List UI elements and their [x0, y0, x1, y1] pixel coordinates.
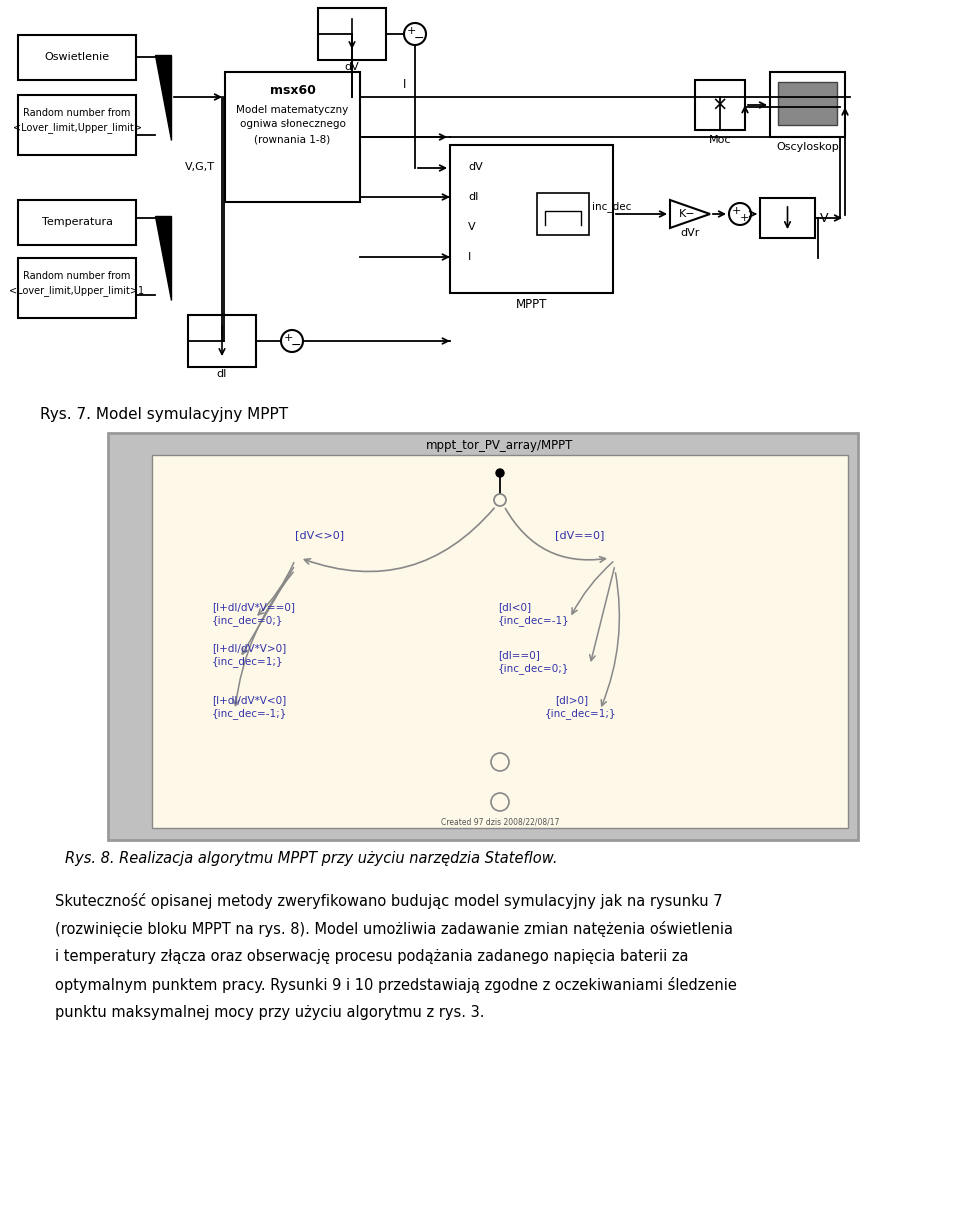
Bar — [18, 35, 136, 80]
Polygon shape — [670, 200, 710, 227]
Text: I: I — [403, 79, 407, 92]
Text: dI: dI — [217, 369, 228, 379]
Bar — [18, 258, 136, 318]
Text: [dV==0]: [dV==0] — [555, 530, 605, 540]
Bar — [18, 200, 136, 244]
Text: <Lover_limit,Upper_limit>: <Lover_limit,Upper_limit> — [12, 122, 141, 133]
Circle shape — [281, 330, 303, 352]
Text: [dI>0]: [dI>0] — [555, 695, 588, 705]
Text: [dI==0]: [dI==0] — [498, 650, 540, 659]
Bar — [695, 80, 745, 129]
Bar — [760, 198, 815, 238]
Text: Rys. 8. Realizacja algorytmu MPPT przy użyciu narzędzia Stateflow.: Rys. 8. Realizacja algorytmu MPPT przy u… — [65, 851, 558, 865]
Text: Rys. 7. Model symulacyjny MPPT: Rys. 7. Model symulacyjny MPPT — [40, 408, 288, 422]
Circle shape — [491, 753, 509, 771]
Text: [I+dI/dV*V<0]: [I+dI/dV*V<0] — [212, 695, 286, 705]
Circle shape — [496, 469, 504, 477]
Text: +: + — [739, 213, 749, 223]
Text: −: − — [414, 31, 424, 45]
Text: i temperatury złącza oraz obserwację procesu podążania zadanego napięcia baterii: i temperatury złącza oraz obserwację pro… — [55, 949, 688, 964]
Text: Model matematyczny: Model matematyczny — [236, 105, 348, 115]
Text: [dI<0]: [dI<0] — [498, 603, 531, 612]
Text: {inc_dec=1;}: {inc_dec=1;} — [212, 657, 283, 668]
Text: <Lover_limit,Upper_limit>1: <Lover_limit,Upper_limit>1 — [10, 286, 145, 296]
Bar — [537, 194, 589, 235]
Text: +: + — [406, 25, 416, 36]
Text: +: + — [732, 206, 741, 217]
Text: +: + — [283, 333, 293, 342]
Polygon shape — [155, 54, 171, 140]
Text: mppt_tor_PV_array/MPPT: mppt_tor_PV_array/MPPT — [426, 438, 574, 451]
Text: Oswietlenie: Oswietlenie — [44, 52, 109, 62]
Text: Moc: Moc — [708, 136, 732, 145]
Text: dVr: dVr — [681, 227, 700, 238]
Text: dV: dV — [468, 162, 483, 172]
Text: punktu maksymalnej mocy przy użyciu algorytmu z rys. 3.: punktu maksymalnej mocy przy użyciu algo… — [55, 1006, 485, 1020]
Text: K−: K− — [679, 209, 695, 219]
Bar — [770, 73, 845, 137]
Text: (rozwinięcie bloku MPPT na rys. 8). Model umożliwia zadawanie zmian natężenia oś: (rozwinięcie bloku MPPT na rys. 8). Mode… — [55, 921, 733, 937]
Text: inc_dec: inc_dec — [592, 202, 632, 213]
Text: MPPT: MPPT — [516, 299, 547, 311]
Circle shape — [404, 23, 426, 45]
Circle shape — [729, 203, 751, 225]
Text: Random number from: Random number from — [23, 108, 131, 119]
Text: V: V — [468, 221, 475, 232]
Bar — [108, 433, 858, 840]
Bar — [225, 73, 360, 202]
Text: {inc_dec=0;}: {inc_dec=0;} — [498, 663, 569, 674]
Text: [I+dI/dV*V==0]: [I+dI/dV*V==0] — [212, 603, 295, 612]
Text: V,G,T: V,G,T — [185, 162, 215, 172]
Text: {inc_dec=-1;}: {inc_dec=-1;} — [212, 709, 287, 720]
Text: [dV<>0]: [dV<>0] — [295, 530, 344, 540]
Bar — [450, 145, 613, 293]
Text: optymalnym punktem pracy. Rysunki 9 i 10 przedstawiają zgodne z oczekiwaniami śl: optymalnym punktem pracy. Rysunki 9 i 10… — [55, 976, 737, 993]
Text: ogniwa słonecznego: ogniwa słonecznego — [240, 119, 346, 129]
Text: ×: × — [711, 96, 729, 115]
Text: [I+dI/dV*V>0]: [I+dI/dV*V>0] — [212, 643, 286, 653]
Bar — [318, 8, 386, 60]
Text: V: V — [820, 212, 828, 225]
Text: −: − — [291, 339, 301, 351]
Text: Skuteczność opisanej metody zweryfikowano budując model symulacyjny jak na rysun: Skuteczność opisanej metody zweryfikowan… — [55, 893, 723, 909]
Text: (rownania 1-8): (rownania 1-8) — [254, 134, 330, 144]
Circle shape — [491, 793, 509, 811]
Text: Random number from: Random number from — [23, 271, 131, 281]
Bar — [188, 315, 256, 367]
Text: dV: dV — [345, 62, 359, 73]
Text: I: I — [468, 252, 471, 263]
Circle shape — [494, 494, 506, 506]
Text: Temperatura: Temperatura — [41, 217, 112, 227]
Text: {inc_dec=1;}: {inc_dec=1;} — [545, 709, 616, 720]
Bar — [778, 82, 837, 125]
Text: msx60: msx60 — [270, 83, 316, 97]
Text: {inc_dec=-1}: {inc_dec=-1} — [498, 616, 569, 627]
Bar — [18, 96, 136, 155]
Text: Oscyloskop: Oscyloskop — [776, 142, 839, 152]
Bar — [152, 455, 848, 828]
Text: {inc_dec=0;}: {inc_dec=0;} — [212, 616, 283, 627]
Text: dI: dI — [468, 192, 478, 202]
Text: Created 97 dzis 2008/22/08/17: Created 97 dzis 2008/22/08/17 — [441, 818, 559, 826]
Polygon shape — [155, 217, 171, 300]
